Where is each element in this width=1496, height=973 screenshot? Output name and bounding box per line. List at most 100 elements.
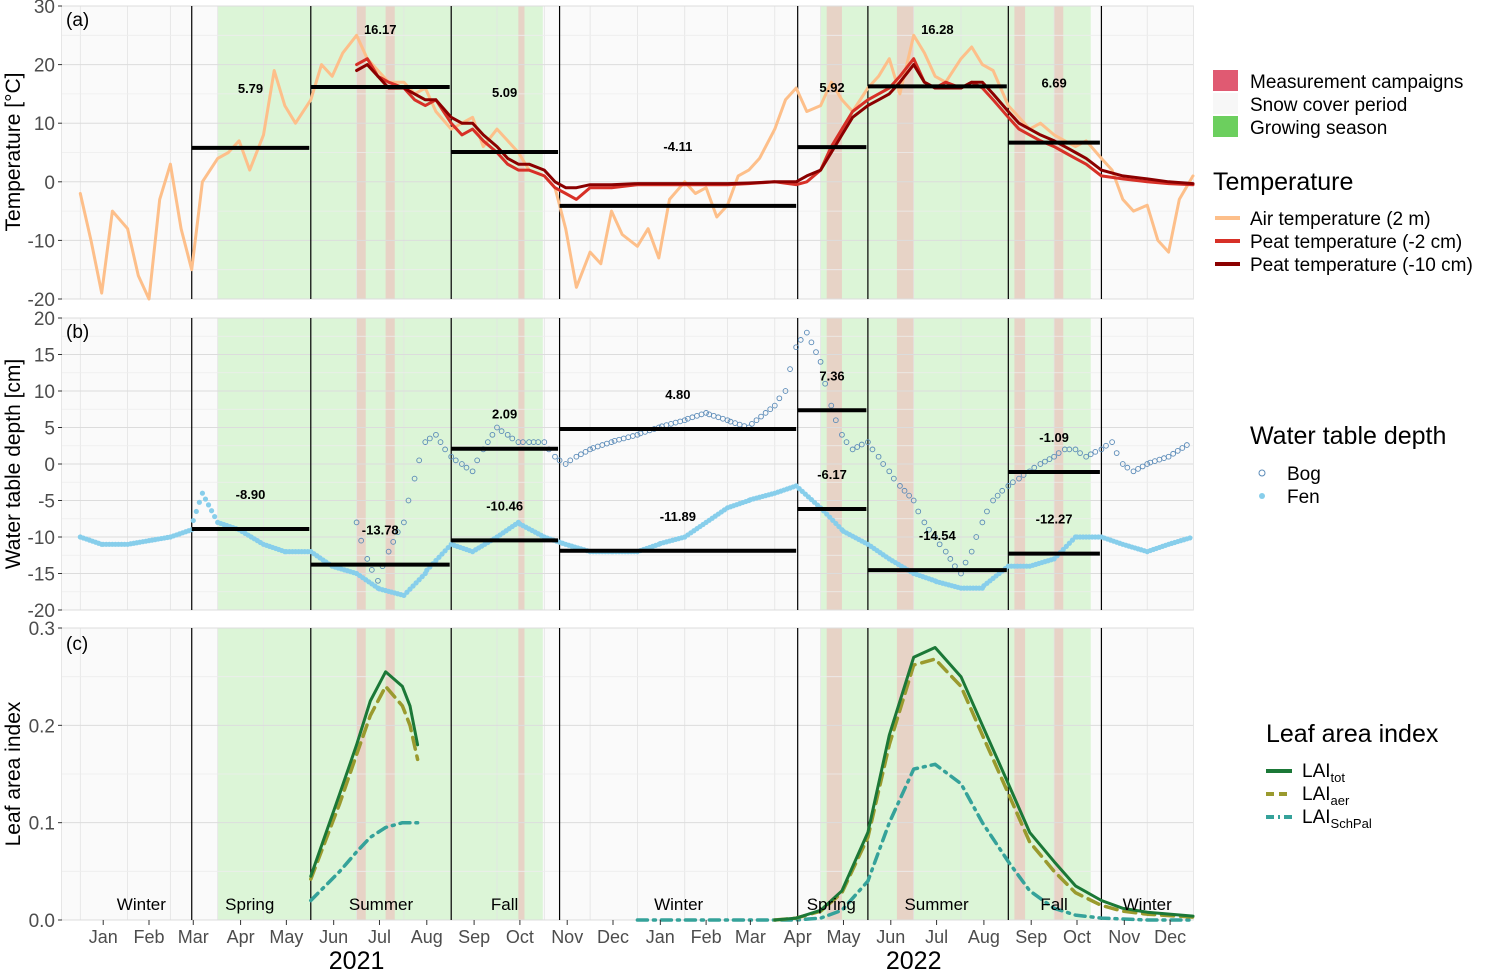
fen-point [442, 548, 448, 554]
fen-season-mean-label: -10.46 [486, 498, 523, 513]
legend-peat2-label: Peat temperature (-2 cm) [1250, 232, 1462, 253]
bog-point [459, 461, 465, 467]
bog-point [936, 541, 943, 548]
fen-point [190, 517, 196, 524]
bog-point [803, 329, 810, 336]
bog-point [448, 453, 455, 460]
bog-point [489, 431, 496, 438]
panel-a-label: (a) [66, 10, 89, 31]
bog-point [390, 539, 397, 545]
y-tick-label: -5 [38, 492, 55, 513]
bog-season-mean-label: -1.09 [1039, 430, 1069, 445]
bog-point [999, 487, 1006, 494]
bog-point [808, 339, 815, 346]
fen-point [424, 567, 430, 573]
fen-point [436, 554, 442, 560]
bog-point [442, 446, 448, 453]
bog-point [587, 446, 593, 453]
bog-point [906, 492, 912, 499]
panel-a-season-boundaries [191, 6, 1103, 299]
bog-point [1046, 456, 1053, 462]
lai-schpal-line [309, 820, 420, 903]
y-tick-label: 20 [34, 56, 55, 77]
x-tick-label: Jun [319, 927, 348, 947]
x-tick-label: Jul [925, 927, 948, 947]
bog-point [990, 497, 996, 504]
bog-season-mean-label: -13.78 [362, 523, 399, 538]
bog-point [1066, 446, 1073, 453]
bog-point [1037, 461, 1044, 467]
lai-tot-line [773, 646, 1195, 922]
bog-point [962, 559, 969, 566]
bog-point [921, 519, 928, 526]
bog-point [368, 566, 375, 573]
bog-point [886, 468, 893, 475]
panel-c-label: (c) [66, 634, 88, 655]
bog-point [578, 451, 584, 458]
y-tick-label: 20 [34, 309, 55, 330]
legend-bog-label: Bog [1287, 464, 1321, 485]
y-tick-label: -10 [28, 528, 55, 549]
bog-point [832, 417, 839, 424]
bog-point [942, 548, 949, 555]
season-label: Winter [117, 895, 166, 914]
bog-point [401, 519, 407, 526]
bog-season-mean-label: 7.36 [819, 368, 844, 383]
x-tick-label: Nov [1108, 927, 1140, 947]
y-tick-label: -20 [28, 601, 55, 622]
bog-point [849, 446, 856, 453]
bog-point [858, 441, 865, 448]
season-label: Summer [349, 895, 414, 914]
bog-point [915, 508, 922, 515]
legend-laischpal-sub: SchPal [1331, 816, 1372, 831]
panel-a-temperature: 5.79 16.17 5.09 -4.11 5.92 16.28 6.69 -20 -10 0 1… [2, 0, 1195, 311]
fen-season-mean-label: -12.27 [1036, 512, 1073, 527]
fen-point [193, 508, 199, 515]
peat-temperature-10cm-line [355, 63, 1195, 190]
bog-point [452, 457, 459, 464]
y-tick-label: 10 [34, 114, 55, 135]
panel-b-gridlines [62, 317, 1193, 611]
y-tick-label: 10 [34, 382, 55, 403]
bog-point [582, 448, 589, 455]
season-label: Spring [225, 895, 274, 914]
bog-point [767, 406, 774, 413]
x-tick-label: Dec [1154, 927, 1186, 947]
bog-point [817, 358, 824, 365]
panel-c-season-labels: Winter Spring Summer Fall Winter Spring Summer… [117, 895, 1172, 914]
bog-point [1083, 453, 1090, 460]
x-tick-label: Mar [735, 927, 766, 947]
season-label: Fall [491, 895, 518, 914]
fen-point [212, 513, 218, 520]
panel-a-series [78, 33, 1195, 301]
year-label: 2021 [329, 947, 385, 973]
temperature-season-mean-label: 5.09 [492, 85, 517, 100]
bog-point [552, 453, 558, 460]
fen-point [196, 499, 202, 505]
bog-point [1119, 461, 1126, 467]
legend-wtd-title: Water table depth [1250, 422, 1446, 450]
panel-c-leaf-area: Winter Spring Summer Fall Winter Spring Summer… [2, 619, 1195, 932]
bog-point [541, 439, 548, 445]
legend-snow-swatch [1213, 93, 1238, 114]
x-axis: Jan Feb Mar Apr May Jun Jul Aug Sep Oct Nov Dec Jan F… [89, 920, 1186, 973]
bog-point [364, 556, 371, 562]
legend-growing-swatch [1213, 116, 1238, 137]
bog-point [869, 446, 876, 453]
bog-point [973, 534, 980, 540]
bog-point [426, 435, 433, 442]
temperature-season-mean-label: 16.28 [921, 22, 954, 37]
bog-point [375, 577, 381, 584]
legend-laitot-sub: tot [1331, 770, 1346, 785]
panel-b-water-table: -13.78 2.09 4.80 7.36 -1.09 -8.90 -10.46 -11.89… [2, 309, 1194, 622]
panel-a-y-axis-label: Temperature [°C] [2, 73, 25, 232]
season-label: Fall [1040, 895, 1067, 914]
x-tick-label: Sep [458, 927, 490, 947]
bog-point [1165, 453, 1172, 460]
bog-point [901, 487, 908, 494]
legend: Measurement campaigns Snow cover period … [1213, 70, 1473, 831]
legend-peat10-label: Peat temperature (-10 cm) [1250, 255, 1473, 276]
peat-temperature-2cm-line [355, 57, 1195, 201]
legend-periods: Measurement campaigns Snow cover period … [1213, 70, 1463, 139]
